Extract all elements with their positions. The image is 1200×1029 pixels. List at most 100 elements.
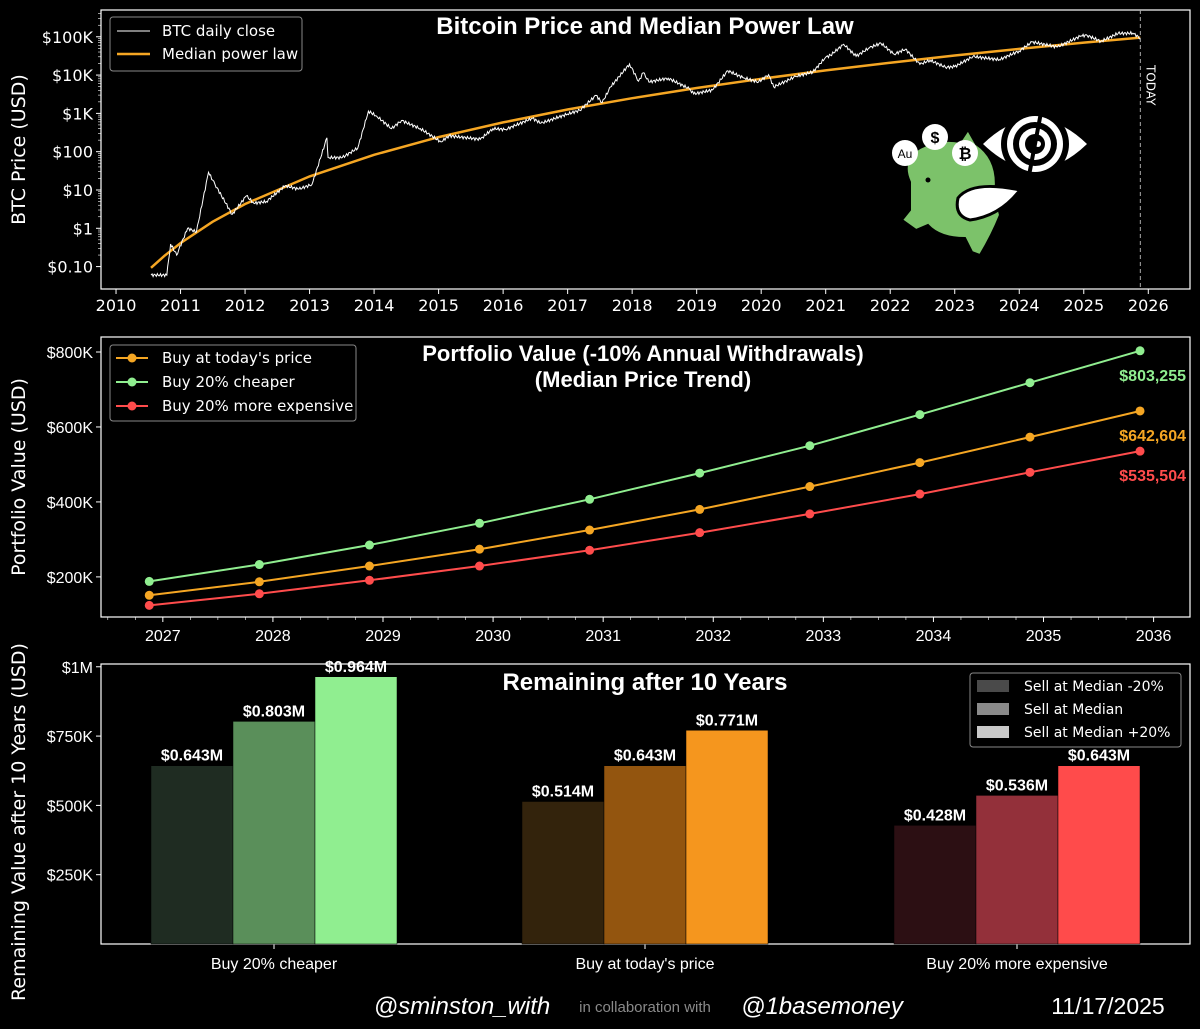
remaining-value-bar-chart: $250K $500K $750K $1M Buy 20% cheaper $0.643M… (8, 643, 1191, 1001)
x-tick-label: 2033 (806, 628, 842, 645)
x-tick-label: 2017 (547, 296, 588, 315)
coin-au-icon: Au (892, 140, 918, 166)
legend-label: Median power law (162, 45, 298, 63)
legend-label: BTC daily close (162, 22, 275, 40)
btc-daily-close-line (150, 30, 1141, 278)
data-point (915, 458, 925, 468)
y-tick-label: $1 (73, 219, 93, 238)
legend-box (969, 672, 1182, 748)
x-tick-label: 2034 (916, 628, 952, 645)
partner-handle: @1basemoney (741, 993, 905, 1020)
x-tick-label: 2014 (354, 296, 395, 315)
data-point (1025, 432, 1035, 442)
y-tick-label: $10 (62, 181, 93, 200)
bar-value-label: $0.803M (243, 703, 305, 720)
wing-icon (955, 184, 1023, 222)
bar (150, 765, 234, 945)
legend-box (109, 344, 357, 422)
data-point (805, 482, 815, 492)
end-value-label: $535,504 (1119, 468, 1186, 485)
data-point (1135, 346, 1145, 356)
coin-bitcoin-icon: ₿ (952, 140, 978, 166)
x-tick-label: 2016 (483, 296, 524, 315)
data-point (695, 504, 705, 514)
chart-title: Remaining after 10 Years (502, 669, 787, 696)
data-point (254, 589, 264, 599)
chart-title: Portfolio Value (-10% Annual Withdrawals… (422, 341, 863, 366)
y-tick-label: $800K (47, 345, 94, 362)
x-tick-label: 2027 (145, 628, 181, 645)
legend-marker (127, 377, 137, 387)
legend: BTC daily close Median power law (109, 16, 303, 72)
bar (893, 825, 977, 945)
y-axis-label: Remaining Value after 10 Years (USD) (8, 643, 30, 1001)
coin-label: ₿ (958, 145, 971, 163)
y-tick-label: $0.10 (47, 258, 93, 277)
x-tick-label: 2019 (676, 296, 717, 315)
bar (314, 676, 398, 945)
bar-value-label: $0.643M (1068, 748, 1130, 765)
legend: Sell at Median -20% Sell at Median Sell at… (969, 672, 1182, 748)
data-point (254, 577, 264, 587)
bar (685, 730, 769, 945)
x-tick-label: 2025 (1063, 296, 1104, 315)
x-tick-label: 2031 (585, 628, 621, 645)
data-point (475, 544, 485, 554)
bar-value-label: $0.514M (532, 784, 594, 801)
data-point (585, 494, 595, 504)
x-tick-label: 2022 (870, 296, 911, 315)
x-tick-label: 2032 (695, 628, 731, 645)
legend-label: Sell at Median (1024, 702, 1123, 718)
x-tick-label: 2028 (255, 628, 291, 645)
data-point (805, 441, 815, 451)
legend-label: Buy at today's price (162, 349, 312, 367)
x-tick-label: 2026 (1128, 296, 1169, 315)
y-axis-label: BTC Price (USD) (8, 74, 30, 225)
data-point (364, 561, 374, 571)
data-point (695, 528, 705, 538)
chart-date: 11/17/2025 (1051, 993, 1164, 1019)
x-tick-label: 2030 (475, 628, 511, 645)
x-tick-label: 2012 (225, 296, 266, 315)
coin-dollar-icon: $ (922, 124, 948, 150)
piggy-bank-icon (900, 128, 1023, 257)
y-tick-label: $750K (47, 729, 94, 746)
x-tick-label: 2011 (160, 296, 201, 315)
bar-value-label: $0.643M (614, 748, 676, 765)
legend-box (109, 16, 303, 72)
data-point (1025, 467, 1035, 477)
today-label: TODAY (1143, 64, 1157, 106)
chart-title: Bitcoin Price and Median Power Law (436, 13, 854, 40)
x-tick-label: 2013 (289, 296, 330, 315)
bar-value-label: $0.428M (904, 807, 966, 824)
data-point (1025, 378, 1035, 388)
data-point (585, 525, 595, 535)
collab-text: in collaboration with (579, 999, 711, 1016)
portfolio-value-chart: $200K $400K $600K $800K 2027 2028 2029 2030 2031… (8, 336, 1191, 645)
y-tick-label: $600K (47, 420, 94, 437)
legend-label: Sell at Median +20% (1024, 725, 1170, 741)
bar (975, 795, 1059, 945)
coin-label: $ (931, 130, 940, 147)
btc-price-chart: $0.10 $1 $10 $100 $1K $10K $100K 2010 2011 2012 20… (8, 9, 1191, 315)
data-point (144, 600, 154, 610)
legend-label: Sell at Median -20% (1024, 679, 1164, 695)
x-tick-label: Buy at today's price (575, 956, 714, 973)
y-axis-label: Portfolio Value (USD) (8, 378, 30, 576)
x-tick-label: 2023 (934, 296, 975, 315)
data-point (1135, 446, 1145, 456)
author-handle: @sminston_with (374, 993, 550, 1020)
x-tick-label: 2035 (1026, 628, 1062, 645)
x-tick-label: 2029 (365, 628, 401, 645)
bar-value-label: $0.964M (325, 659, 387, 676)
end-value-label: $642,604 (1119, 428, 1186, 445)
end-value-label: $803,255 (1119, 368, 1186, 385)
y-tick-label: $100 (52, 143, 93, 162)
data-point (144, 590, 154, 600)
x-tick-label: 2036 (1136, 628, 1172, 645)
data-point (144, 576, 154, 586)
y-tick-label: $250K (47, 868, 94, 885)
y-tick-label: $400K (47, 495, 94, 512)
data-point (364, 575, 374, 585)
